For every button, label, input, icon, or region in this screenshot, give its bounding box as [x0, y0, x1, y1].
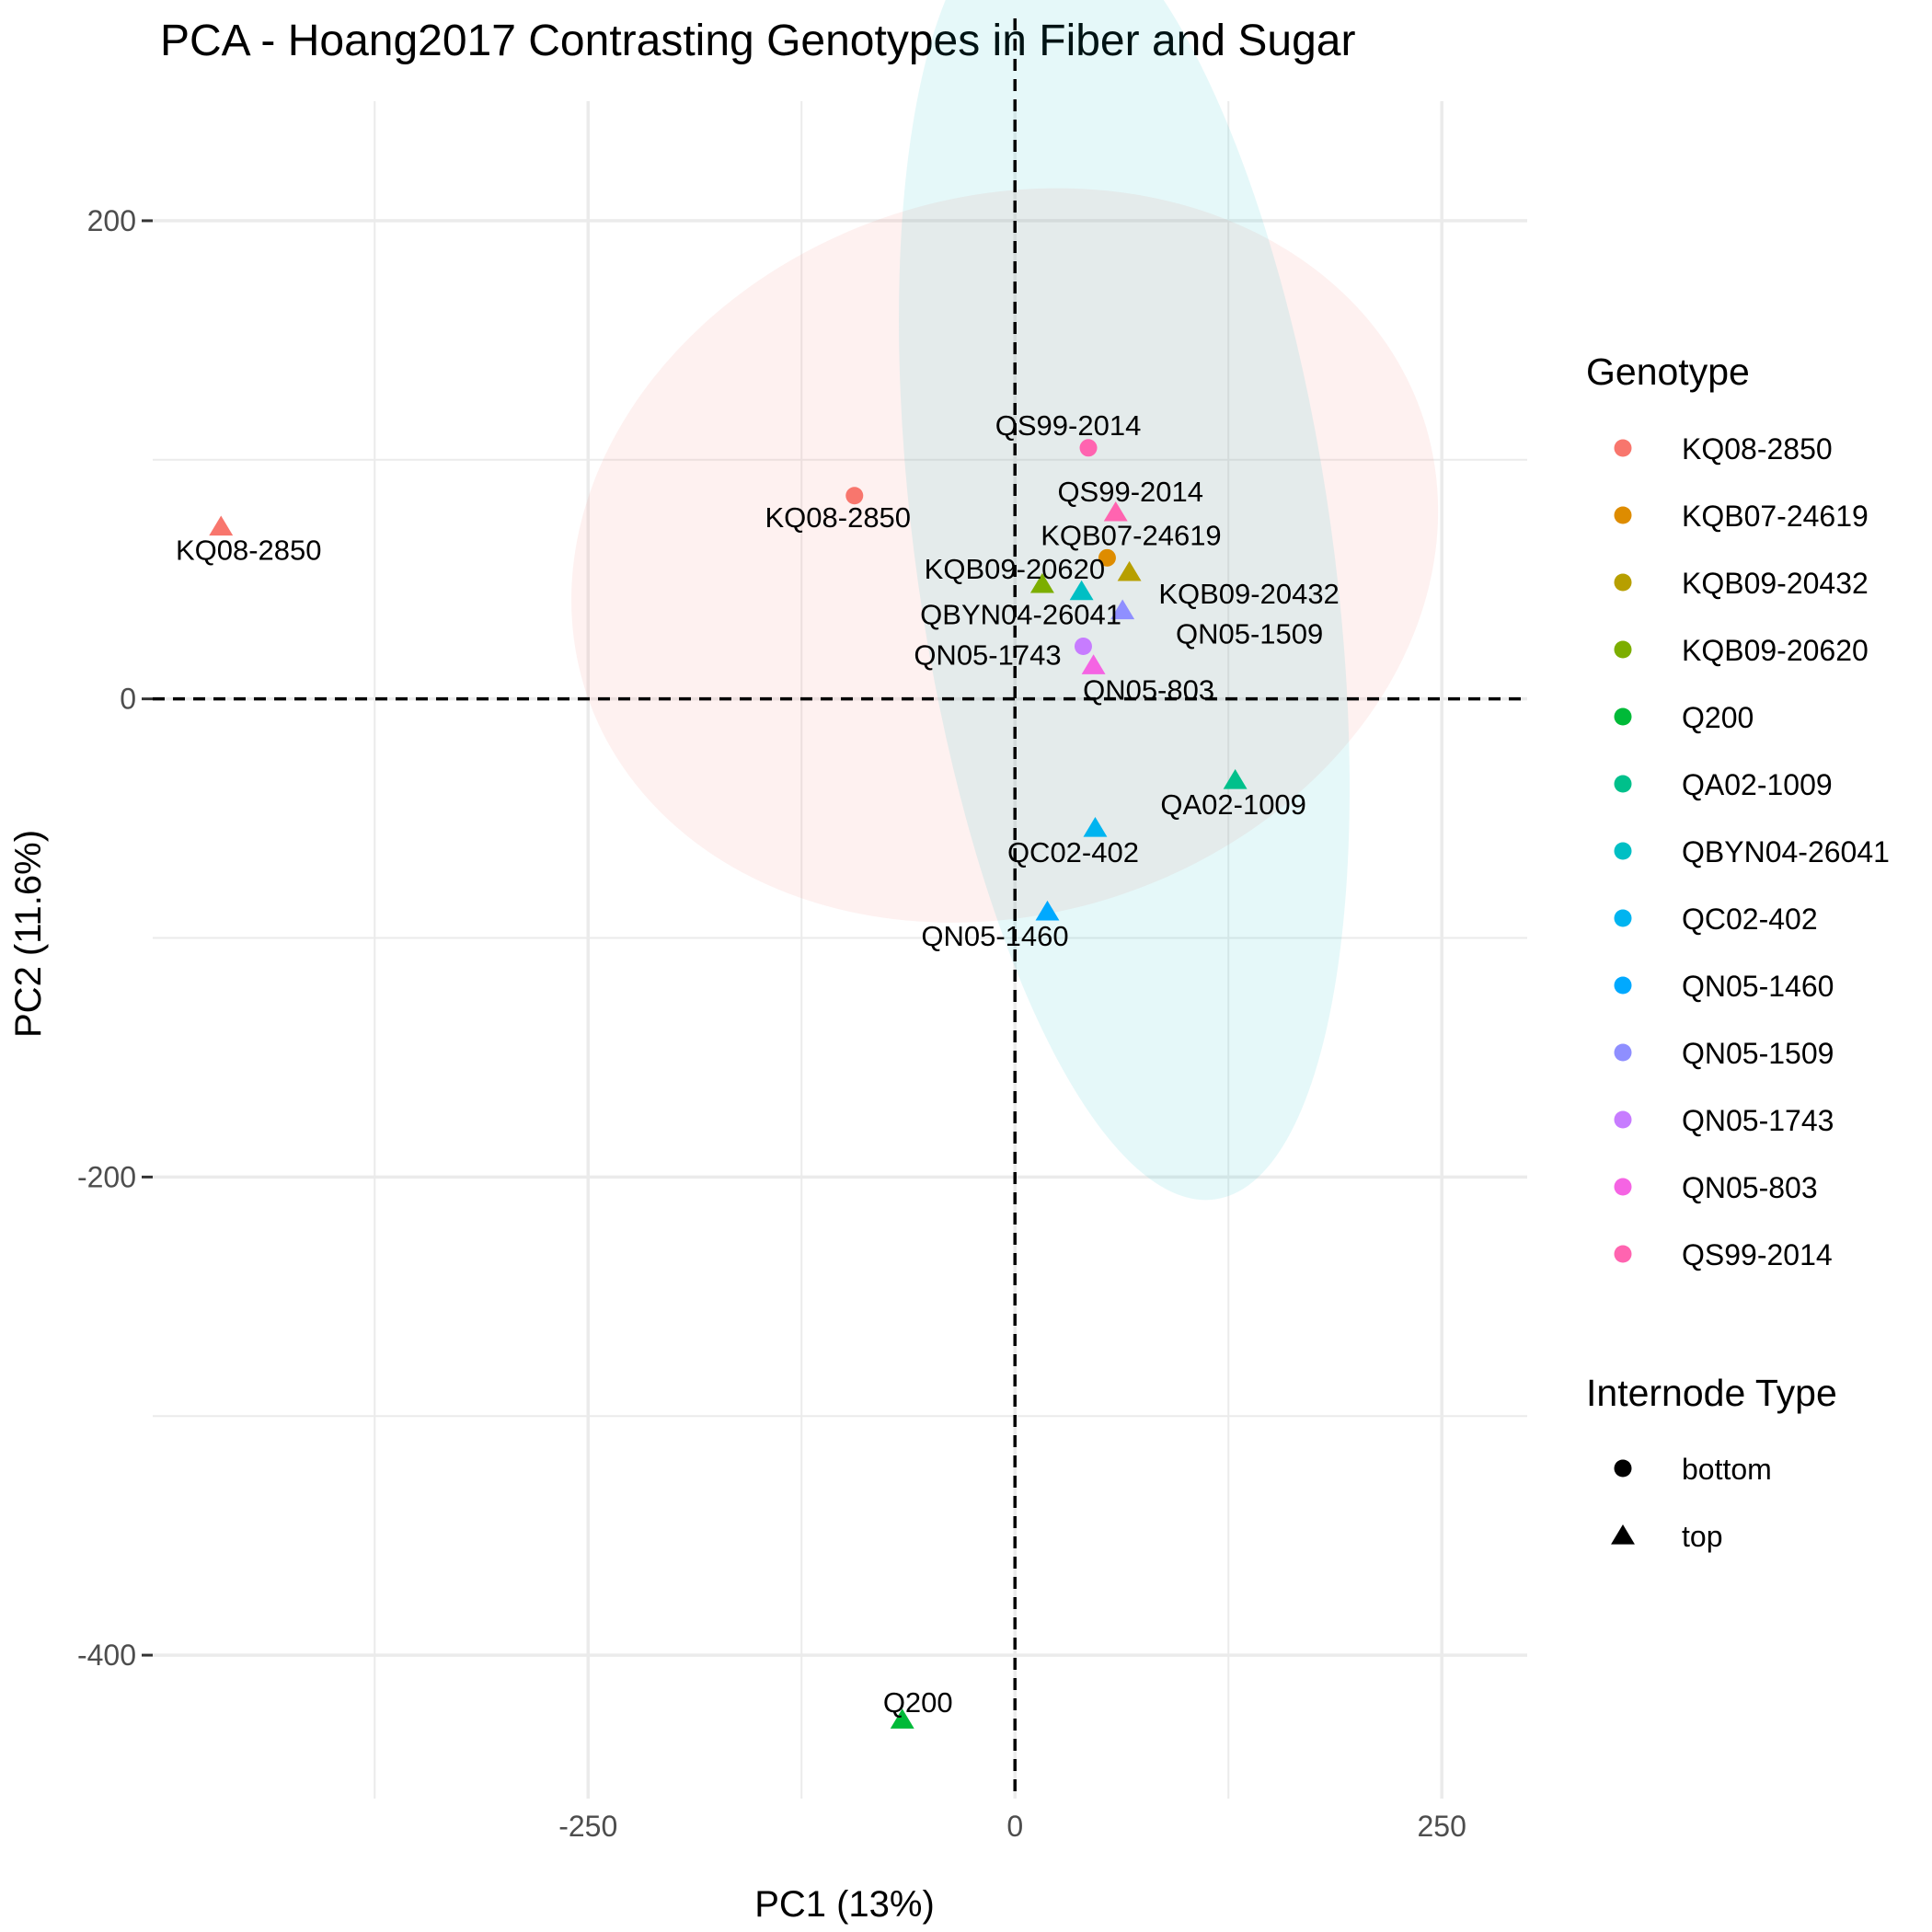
legend-label-genotype: QC02-402	[1682, 903, 1818, 936]
legend-key-genotype	[1614, 909, 1632, 927]
data-point-bottom	[1074, 637, 1092, 655]
data-point-top	[1035, 900, 1060, 921]
legend-key-internode	[1614, 1459, 1632, 1478]
plot-panel: -250 0 250 200 0 -200 -400 KQ08-2850 KQ08-2850 QS…	[77, 0, 1527, 1843]
point-label: Q200	[883, 1686, 953, 1719]
data-point-top	[890, 1708, 914, 1729]
point-label: KQ08-2850	[176, 535, 322, 567]
point-label: QS99-2014	[1057, 476, 1203, 508]
point-label: KQB07-24619	[1041, 519, 1221, 551]
data-point-top	[1083, 816, 1108, 837]
legend: Genotype KQ08-2850 KQB07-24619 KQB09-20432 K…	[1586, 351, 1890, 1553]
legend-label-genotype: QN05-803	[1682, 1171, 1818, 1204]
point-label: QS99-2014	[995, 409, 1142, 442]
legend-label-genotype: QA02-1009	[1682, 768, 1833, 801]
point-label: QN05-803	[1083, 673, 1214, 706]
y-tick-label: 0	[120, 683, 136, 716]
legend-key-genotype	[1614, 1043, 1632, 1062]
chart-title: PCA - Hoang2017 Contrasting Genotypes in…	[160, 17, 1355, 65]
legend-key-genotype	[1614, 506, 1632, 524]
legend-label-genotype: QN05-1460	[1682, 970, 1834, 1003]
x-tick-label: -250	[558, 1810, 617, 1843]
point-label: QBYN04-26041	[920, 599, 1121, 631]
legend-key-internode	[1611, 1524, 1635, 1545]
legend-key-genotype	[1614, 1245, 1632, 1263]
data-point-bottom	[845, 487, 864, 505]
legend-key-genotype	[1614, 842, 1632, 860]
point-label: QN05-1509	[1176, 618, 1323, 650]
data-point-bottom	[1079, 439, 1098, 457]
legend-label-genotype: QBYN04-26041	[1682, 835, 1890, 868]
legend-label-genotype: QS99-2014	[1682, 1238, 1833, 1271]
y-axis-title: PC2 (11.6%)	[8, 830, 49, 1038]
legend-label-genotype: KQB09-20620	[1682, 634, 1869, 667]
legend-label-genotype: KQ08-2850	[1682, 432, 1833, 466]
point-label: QA02-1009	[1160, 788, 1306, 821]
data-point-top	[1069, 580, 1094, 601]
confidence-ellipse-top	[899, 0, 1350, 1201]
data-point-top	[1103, 500, 1128, 522]
legend-key-genotype	[1614, 573, 1632, 592]
data-point-top	[1223, 769, 1248, 789]
legend-key-genotype	[1614, 775, 1632, 793]
point-label: KQ08-2850	[765, 501, 911, 534]
x-tick-label: 250	[1418, 1810, 1466, 1843]
point-label: KQB09-20432	[1158, 578, 1339, 610]
legend-label-genotype: QN05-1509	[1682, 1037, 1834, 1070]
x-tick-label: 0	[1006, 1810, 1023, 1843]
point-label: QN05-1460	[921, 920, 1068, 952]
legend-title-genotype: Genotype	[1586, 351, 1750, 393]
legend-key-genotype	[1614, 1178, 1632, 1196]
confidence-ellipse-bottom	[571, 188, 1439, 923]
y-tick-label: -200	[77, 1160, 136, 1193]
legend-label-genotype: KQB07-24619	[1682, 500, 1869, 533]
point-label: QN05-1743	[914, 638, 1061, 671]
y-tick-label: -400	[77, 1639, 136, 1672]
point-label: KQB09-20620	[925, 553, 1105, 585]
data-point-top	[1029, 572, 1054, 593]
legend-key-genotype	[1614, 1110, 1632, 1129]
legend-title-internode: Internode Type	[1586, 1372, 1837, 1414]
data-point-top	[209, 515, 234, 536]
data-point-bottom	[1098, 548, 1116, 567]
legend-label-genotype: Q200	[1682, 701, 1754, 734]
legend-key-genotype	[1614, 439, 1632, 457]
legend-label-genotype: QN05-1743	[1682, 1104, 1834, 1137]
legend-label-genotype: KQB09-20432	[1682, 567, 1869, 600]
y-tick-label: 200	[87, 204, 136, 237]
data-point-top	[1117, 560, 1142, 581]
legend-key-genotype	[1614, 976, 1632, 995]
point-label: QC02-402	[1007, 836, 1139, 868]
legend-label-internode: bottom	[1682, 1453, 1772, 1486]
data-point-top	[1110, 599, 1135, 620]
legend-label-internode: top	[1682, 1520, 1722, 1553]
x-axis-title: PC1 (13%)	[754, 1884, 935, 1925]
legend-key-genotype	[1614, 640, 1632, 659]
legend-key-genotype	[1614, 707, 1632, 726]
data-point-top	[1081, 654, 1106, 674]
